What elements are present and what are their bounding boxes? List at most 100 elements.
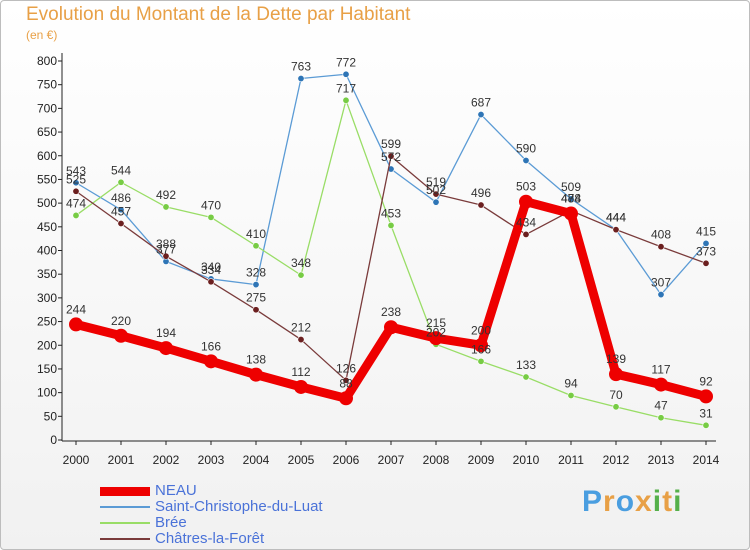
data-label: 112 [291,365,310,379]
data-label: 444 [606,211,626,225]
data-label: 340 [201,260,221,274]
data-point [477,201,485,209]
data-point [432,190,440,198]
data-label: 503 [516,180,536,194]
data-point [564,206,578,221]
data-label: 334 [201,263,221,277]
y-tick-label: 250 [37,315,57,329]
data-point [522,156,530,164]
data-point [429,331,443,346]
data-point [702,239,710,247]
data-label: 200 [471,323,491,337]
x-tick-label: 2000 [63,453,90,467]
data-point [474,338,488,353]
data-point [117,206,125,214]
data-point [207,213,215,221]
x-tick-label: 2005 [288,453,315,467]
y-tick-label: 150 [37,362,57,376]
data-label: 377 [156,242,176,256]
legend-swatch [100,522,150,524]
data-point [387,152,395,160]
data-label: 544 [111,163,131,177]
series-layer [69,70,713,429]
data-label: 212 [291,321,311,335]
data-label: 388 [156,237,176,251]
data-label: 543 [66,164,86,178]
data-label: 415 [696,224,716,238]
data-label: 410 [246,227,266,241]
data-point [522,230,530,238]
data-point [477,357,485,365]
data-label: 486 [111,191,131,205]
data-point [339,391,353,406]
proxiti-logo: Proxiti [582,485,683,518]
x-tick-label: 2013 [648,453,675,467]
data-label: 88 [339,376,353,390]
data-point [297,336,305,344]
data-label: 275 [246,291,266,305]
x-tick-label: 2010 [513,453,540,467]
data-point [657,243,665,251]
data-point [297,75,305,83]
data-label: 194 [156,326,176,340]
data-label: 139 [606,352,626,366]
data-point [702,259,710,267]
data-label: 763 [291,60,311,74]
data-label: 717 [336,81,356,95]
y-tick-label: 300 [37,291,57,305]
data-point [252,306,260,314]
data-point [432,198,440,206]
x-tick-label: 2008 [423,453,450,467]
data-label: 94 [564,376,578,390]
data-label: 478 [561,192,581,206]
y-tick-label: 500 [37,196,57,210]
data-label: 117 [651,363,670,377]
y-tick-label: 100 [37,386,57,400]
data-label: 92 [699,374,713,388]
data-point [567,391,575,399]
data-point [702,421,710,429]
data-point [612,226,620,234]
y-tick-label: 0 [50,433,57,447]
data-label: 138 [246,353,266,367]
y-tick-label: 750 [37,78,57,92]
data-label: 453 [381,206,401,220]
y-tick-label: 450 [37,220,57,234]
data-label: 202 [426,325,446,339]
data-label: 444 [606,211,626,225]
data-labels: 543 486 377 340 328 763 772 572 502 687 590 509 444 3… [66,55,716,420]
x-tick-label: 2001 [108,453,135,467]
data-point [72,187,80,195]
data-label: 126 [336,361,356,375]
y-tick-label: 350 [37,267,57,281]
data-point [162,252,170,260]
data-point [699,389,713,404]
data-point [207,278,215,286]
data-label: 509 [561,180,581,194]
x-tick-label: 2004 [243,453,270,467]
data-label: 687 [471,96,491,110]
data-label: 457 [111,204,131,218]
data-point [162,203,170,211]
data-point [384,320,398,335]
y-tick-label: 800 [37,54,57,68]
data-point [72,211,80,219]
y-tick-label: 50 [44,409,58,423]
data-label: 572 [381,150,401,164]
legend-label: Saint-Christophe-du-Luat [155,498,323,515]
chart-subtitle: (en €) [26,28,58,42]
data-label: 525 [66,172,86,186]
x-tick-label: 2007 [378,453,405,467]
x-tick-label: 2006 [333,453,360,467]
data-point [342,70,350,78]
y-tick-label: 600 [37,149,57,163]
y-tick-label: 550 [37,172,57,186]
data-label: 772 [336,55,356,69]
legend-label: Châtres-la-Forêt [155,530,265,547]
data-point [252,281,260,289]
x-tick-label: 2002 [153,453,180,467]
data-point [294,379,308,394]
data-label: 519 [426,175,446,189]
